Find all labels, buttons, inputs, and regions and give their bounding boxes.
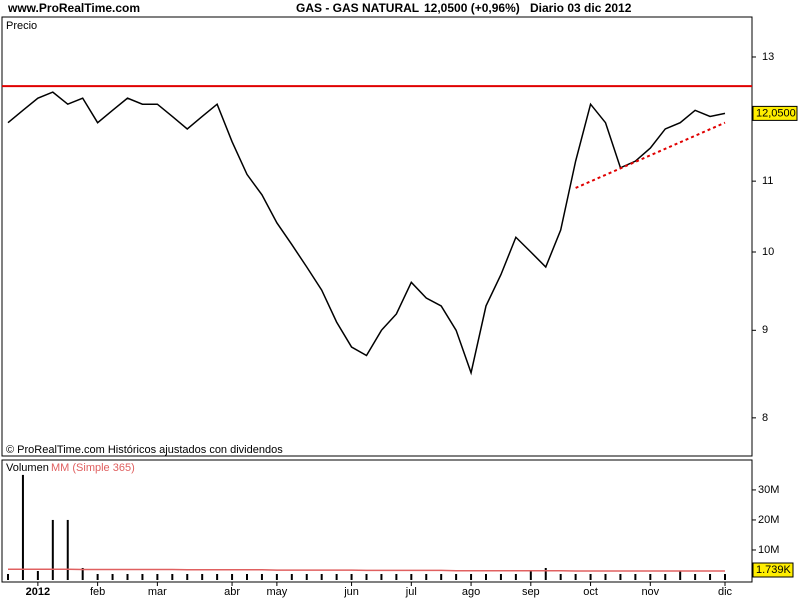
volume-bar — [604, 573, 607, 580]
volume-bar — [380, 573, 383, 580]
volume-bar — [559, 573, 562, 580]
volume-bar — [694, 573, 697, 580]
x-tick-label: oct — [583, 586, 598, 598]
volume-bar — [260, 573, 263, 580]
volume-bar — [290, 573, 293, 580]
quote: 12,0500 (+0,96%) — [424, 1, 520, 15]
volume-bar — [709, 573, 712, 580]
volume-bar — [619, 573, 622, 580]
volume-bar — [634, 573, 637, 580]
x-tick-label: dic — [718, 586, 733, 598]
volume-bar — [589, 573, 592, 580]
volume-bar — [186, 573, 189, 580]
x-tick-label: mar — [148, 586, 167, 598]
y-tick-label: 8 — [762, 412, 768, 424]
last-price-box — [752, 105, 798, 121]
x-tick-label: may — [266, 586, 287, 598]
volume-bar — [305, 573, 308, 580]
volume-bar — [365, 573, 368, 580]
volume-bar — [320, 573, 323, 580]
volume-bar — [246, 573, 248, 580]
price-label: Precio — [6, 20, 37, 32]
volume-bar — [410, 573, 413, 580]
volume-bar — [470, 573, 473, 580]
volume-bar — [544, 567, 547, 580]
x-tick-label: sep — [522, 586, 540, 598]
copyright-note: © ProRealTime.com Históricos ajustados c… — [6, 444, 283, 456]
x-tick-label: jun — [343, 586, 359, 598]
volume-bar — [335, 573, 338, 580]
volume-panel — [1, 459, 753, 583]
volume-bar — [664, 573, 667, 580]
volume-bar — [216, 573, 219, 580]
ma-label: MM (Simple 365) — [51, 462, 135, 474]
ma-line — [8, 568, 725, 572]
x-tick-label: ago — [462, 586, 480, 598]
volume-bar — [171, 573, 174, 580]
y-tick-label: 20M — [758, 514, 779, 526]
y-tick-label: 11 — [762, 175, 773, 187]
y-tick-label: 10 — [762, 246, 774, 258]
last-price-label: 12,0500 — [756, 107, 796, 119]
volume-bar — [679, 570, 682, 580]
y-tick-label: 13 — [762, 51, 774, 63]
volume-bar — [141, 573, 144, 580]
volume-bar — [574, 573, 577, 580]
last-volume-box — [752, 562, 794, 578]
x-tick-label: feb — [90, 586, 105, 598]
volume-bar — [231, 573, 234, 580]
volume-bar — [529, 570, 532, 580]
volume-bar — [66, 519, 69, 580]
volume-bar — [21, 474, 24, 580]
volume-bar — [111, 573, 114, 580]
x-tick-label: abr — [224, 586, 240, 598]
y-tick-label: 9 — [762, 324, 768, 336]
volume-bar — [425, 573, 428, 580]
volume-bar — [201, 573, 204, 580]
y-tick-label: 10M — [758, 544, 779, 556]
volume-bar — [51, 519, 54, 580]
y-tick-label: 30M — [758, 484, 779, 496]
site-name[interactable]: www.ProRealTime.com — [7, 1, 140, 15]
volume-bar — [724, 573, 726, 580]
volume-bar — [649, 573, 652, 580]
volume-bar — [514, 573, 517, 580]
last-volume-label: 1.739K — [756, 564, 792, 576]
volume-bar — [395, 573, 398, 580]
volume-bar — [36, 570, 39, 580]
volume-bar — [81, 567, 84, 580]
volume-bar — [440, 573, 443, 580]
volume-bar — [485, 573, 487, 580]
volume-bar — [156, 573, 159, 580]
x-tick-label: jul — [405, 586, 417, 598]
volume-bar — [126, 573, 129, 580]
volume-bar — [455, 573, 458, 580]
volume-bar — [499, 573, 502, 580]
volume-bar — [7, 573, 9, 580]
volume-bar — [96, 573, 99, 580]
period: Diario 03 dic 2012 — [530, 1, 632, 15]
volume-bar — [350, 573, 353, 580]
price-line — [7, 91, 726, 376]
x-tick-label: 2012 — [26, 586, 50, 598]
price-panel — [1, 16, 753, 457]
volume-label: Volumen — [6, 462, 49, 474]
x-tick-label: nov — [641, 586, 659, 598]
instrument: GAS - GAS NATURAL — [296, 1, 419, 15]
volume-bar — [275, 573, 278, 580]
